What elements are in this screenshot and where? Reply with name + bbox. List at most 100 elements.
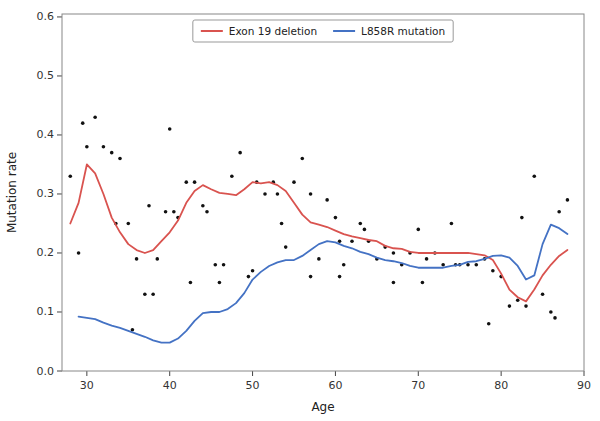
y-tick-label: 0.1 bbox=[37, 305, 55, 318]
scatter-point bbox=[421, 281, 425, 285]
x-tick-label: 90 bbox=[577, 379, 591, 392]
scatter-point bbox=[292, 180, 296, 184]
y-tick bbox=[57, 193, 62, 194]
scatter-point bbox=[474, 263, 478, 267]
x-axis-label: Age bbox=[311, 400, 334, 414]
scatter-point bbox=[566, 198, 570, 202]
scatter-point bbox=[520, 216, 524, 220]
y-tick-label: 0.6 bbox=[37, 10, 55, 23]
scatter-point bbox=[85, 145, 89, 149]
scatter-point bbox=[251, 269, 255, 273]
scatter-point bbox=[205, 210, 209, 214]
y-tick bbox=[57, 75, 62, 76]
y-tick-label: 0.0 bbox=[37, 365, 55, 378]
scatter-point bbox=[102, 145, 106, 149]
scatter-point bbox=[508, 304, 512, 308]
x-tick-label: 30 bbox=[80, 379, 94, 392]
scatter-point bbox=[118, 157, 122, 161]
scatter-point bbox=[193, 180, 197, 184]
scatter-point bbox=[135, 257, 139, 261]
scatter-point bbox=[238, 151, 242, 155]
y-tick-label: 0.5 bbox=[37, 69, 55, 82]
y-tick bbox=[57, 311, 62, 312]
x-tick bbox=[335, 371, 336, 376]
x-tick-label: 80 bbox=[494, 379, 508, 392]
scatter-point bbox=[309, 275, 313, 279]
x-tick bbox=[501, 371, 502, 376]
scatter-point bbox=[143, 292, 147, 296]
scatter-point bbox=[230, 174, 234, 178]
x-tick-label: 70 bbox=[411, 379, 425, 392]
y-tick-label: 0.2 bbox=[37, 246, 55, 259]
legend-swatch bbox=[201, 30, 223, 32]
line bbox=[79, 225, 568, 343]
scatter-point bbox=[284, 245, 288, 249]
scatter-point bbox=[425, 257, 429, 261]
plot-background bbox=[62, 14, 584, 371]
scatter-point bbox=[218, 281, 222, 285]
scatter-point bbox=[363, 228, 367, 232]
scatter-point bbox=[77, 251, 81, 255]
legend-label: L858R mutation bbox=[361, 25, 445, 37]
legend-item: Exon 19 deletion bbox=[201, 25, 317, 37]
scatter-point bbox=[524, 304, 528, 308]
x-tick-label: 60 bbox=[328, 379, 342, 392]
line bbox=[70, 164, 567, 301]
scatter-point bbox=[93, 115, 97, 119]
scatter-point bbox=[168, 127, 172, 131]
page: {"chart_data": {"type": "line", "xlabel"… bbox=[0, 0, 600, 421]
scatter-point bbox=[450, 222, 454, 226]
scatter-point bbox=[491, 269, 495, 273]
scatter-point bbox=[263, 192, 267, 196]
scatter-point bbox=[300, 157, 304, 161]
scatter-point bbox=[416, 228, 420, 232]
scatter-point bbox=[338, 275, 342, 279]
x-tick-label: 40 bbox=[163, 379, 177, 392]
scatter-point bbox=[172, 210, 176, 214]
scatter-point bbox=[81, 121, 85, 125]
scatter-point bbox=[247, 275, 251, 279]
scatter-point bbox=[276, 192, 280, 196]
scatter-point bbox=[466, 263, 470, 267]
marks bbox=[68, 115, 569, 342]
scatter-point bbox=[516, 298, 520, 302]
legend-swatch bbox=[333, 30, 355, 32]
scatter-point bbox=[532, 174, 536, 178]
scatter-point bbox=[325, 198, 329, 202]
y-tick bbox=[57, 134, 62, 135]
plot-frame bbox=[62, 14, 584, 371]
legend-box bbox=[193, 20, 453, 42]
y-tick bbox=[57, 371, 62, 372]
scatter-point bbox=[164, 210, 168, 214]
scatter-point bbox=[309, 192, 313, 196]
y-tick bbox=[57, 252, 62, 253]
x-tick bbox=[584, 371, 585, 376]
scatter-point bbox=[126, 222, 130, 226]
scatter-point bbox=[317, 257, 321, 261]
y-tick-label: 0.3 bbox=[37, 187, 55, 200]
scatter-point bbox=[358, 222, 362, 226]
scatter-point bbox=[441, 263, 445, 267]
scatter-point bbox=[155, 257, 159, 261]
legend-item: L858R mutation bbox=[333, 25, 445, 37]
scatter-point bbox=[392, 281, 396, 285]
y-tick-label: 0.4 bbox=[37, 128, 55, 141]
scatter-point bbox=[553, 316, 557, 320]
scatter-points bbox=[68, 115, 569, 331]
scatter-point bbox=[342, 263, 346, 267]
scatter-point bbox=[201, 204, 205, 208]
y-tick bbox=[57, 16, 62, 17]
legend-label: Exon 19 deletion bbox=[229, 25, 317, 37]
y-axis-label: Mutation rate bbox=[5, 152, 19, 233]
x-tick bbox=[418, 371, 419, 376]
x-tick-label: 50 bbox=[246, 379, 260, 392]
chart: 0.0 0.1 0.2 0.3 0.4 0.5 0.6 30 40 50 60 70 80 90 Age Mu… bbox=[0, 0, 600, 421]
scatter-point bbox=[184, 180, 188, 184]
scatter-point bbox=[350, 239, 354, 243]
x-tick bbox=[252, 371, 253, 376]
scatter-point bbox=[541, 292, 545, 296]
scatter-point bbox=[280, 222, 284, 226]
axes: 0.0 0.1 0.2 0.3 0.4 0.5 0.6 30 40 50 60 70 80 90 bbox=[37, 10, 592, 392]
scatter-point bbox=[222, 263, 226, 267]
x-tick bbox=[86, 371, 87, 376]
